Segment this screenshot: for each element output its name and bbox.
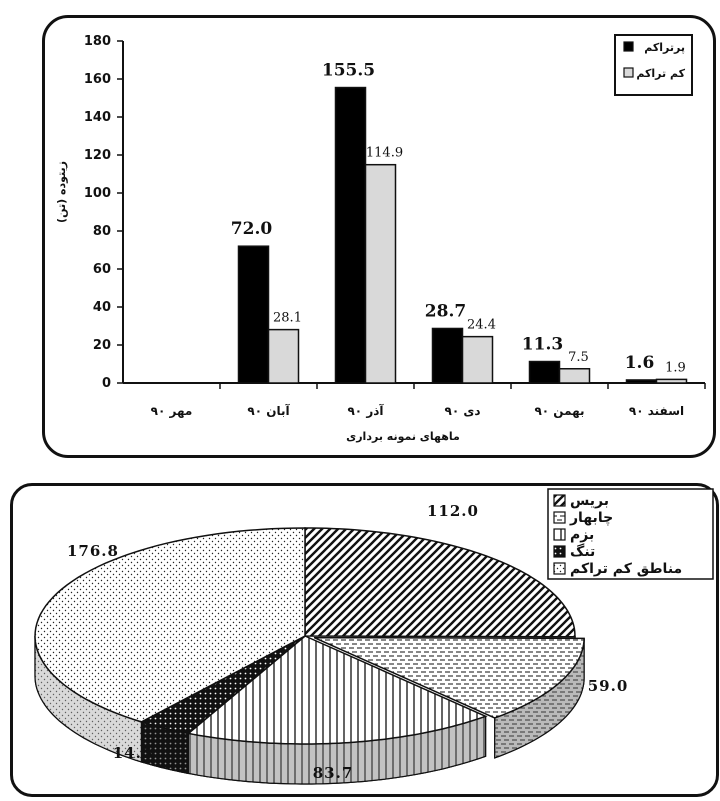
bar-value-label: 28.1 [273,311,302,326]
bar-low-density [558,368,591,384]
bar-high-density [334,86,367,384]
y-tick-label: 20 [93,338,111,353]
bar-low-density [461,335,494,384]
pie-value-label: 83.7 [313,764,354,782]
pie-slice [139,635,306,735]
pie-value-label: 59.0 [588,677,629,695]
legend-label: پرتراکم [644,41,685,54]
bar-high-density [528,360,561,384]
pie-legend-label: بریس [570,493,609,509]
pie-slice [313,636,585,719]
legend-label: کم تراکم [636,67,685,80]
bar-low-density [364,163,397,384]
legend: پرتراکم کم تراکم [614,34,693,96]
bar-high-density [237,245,270,384]
bar-value-label: 1.6 [625,353,655,373]
bar-chart: 0 20 40 60 80 100 120 140 160 180 زیتوده (تن) مهر ۹… [55,34,706,443]
bar-chart-panel: 0 20 40 60 80 100 120 140 160 180 زیتوده (تن) مهر ۹… [42,15,716,458]
y-tick-label: 60 [93,262,111,277]
legend-swatch [623,67,634,78]
pie-chart: 112.0 59.0 83.7 14.5 176.8 بریسچابهاربزمتنگمن… [34,488,714,785]
pie-legend-swatch [553,511,566,524]
x-category-label: دی ۹۰ [445,404,481,418]
bar-value-label: 28.7 [425,301,466,321]
x-category-label: آذر ۹۰ [347,403,384,418]
x-category-label: اسفند ۹۰ [629,404,684,418]
pie-legend-swatch [553,528,566,541]
x-axis-title: ماههای نمونه برداری [346,430,460,443]
bar-low-density [267,328,300,384]
x-category-label: بهمن ۹۰ [534,404,584,418]
y-tick-label: 140 [84,110,111,125]
pie-value-label: 176.8 [67,542,119,560]
pie-slice [304,527,576,638]
bar-value-label: 24.4 [467,318,496,333]
pie-value-label: 14.5 [113,744,154,762]
bar-high-density [625,379,658,384]
y-tick-label: 0 [102,376,111,391]
y-axis-title: زیتوده (تن) [55,161,68,223]
bar-value-label: 155.5 [322,61,375,81]
pie-legend-label: بزم [570,527,594,543]
y-tick-label: 120 [84,148,111,163]
bar-value-label: 7.5 [568,350,589,365]
bar-value-label: 1.9 [665,360,686,375]
pie-chart-panel: 112.0 59.0 83.7 14.5 176.8 بریس چابهار بزم تنگ من… [10,483,719,797]
y-tick-label: 80 [93,224,111,239]
pie-legend-swatch [553,562,566,575]
pie-legend-label: تنگ [570,543,595,560]
x-category-label: آبان ۹۰ [247,403,290,418]
pie-slice [34,527,306,723]
pie-legend-swatch [553,494,566,507]
pie-legend-label: مناطق کم تراکم [570,561,682,577]
pie-legend-swatch [553,545,566,558]
pie-legend-label: چابهار [569,510,613,526]
y-tick-label: 160 [84,72,111,87]
pie-slice [186,635,488,745]
y-tick-label: 100 [84,186,111,201]
pie-legend-box [547,488,714,580]
y-tick-label: 180 [84,34,111,49]
x-category-label: مهر ۹۰ [151,404,193,418]
bar-value-label: 114.9 [366,146,403,161]
pie-value-label: 112.0 [427,502,479,520]
bar-value-label: 72.0 [231,219,273,239]
y-tick-label: 40 [93,300,111,315]
legend-swatch [623,41,634,52]
bar-low-density [655,378,688,384]
bar-high-density [431,327,464,384]
bar-value-label: 11.3 [522,335,563,355]
